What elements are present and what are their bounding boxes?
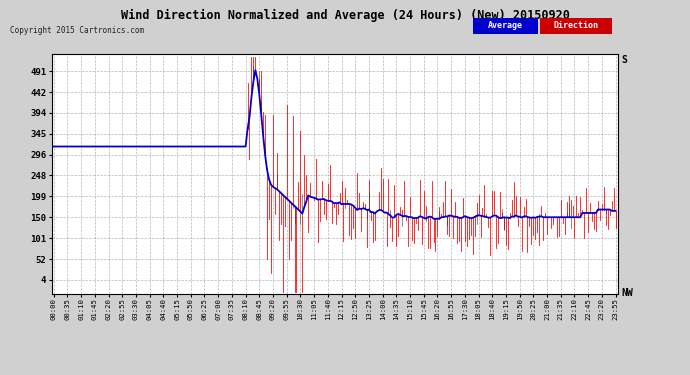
Text: Copyright 2015 Cartronics.com: Copyright 2015 Cartronics.com [10, 26, 144, 35]
Text: Average: Average [488, 21, 523, 30]
Text: Wind Direction Normalized and Average (24 Hours) (New) 20150920: Wind Direction Normalized and Average (2… [121, 9, 569, 22]
Text: Direction: Direction [553, 21, 598, 30]
